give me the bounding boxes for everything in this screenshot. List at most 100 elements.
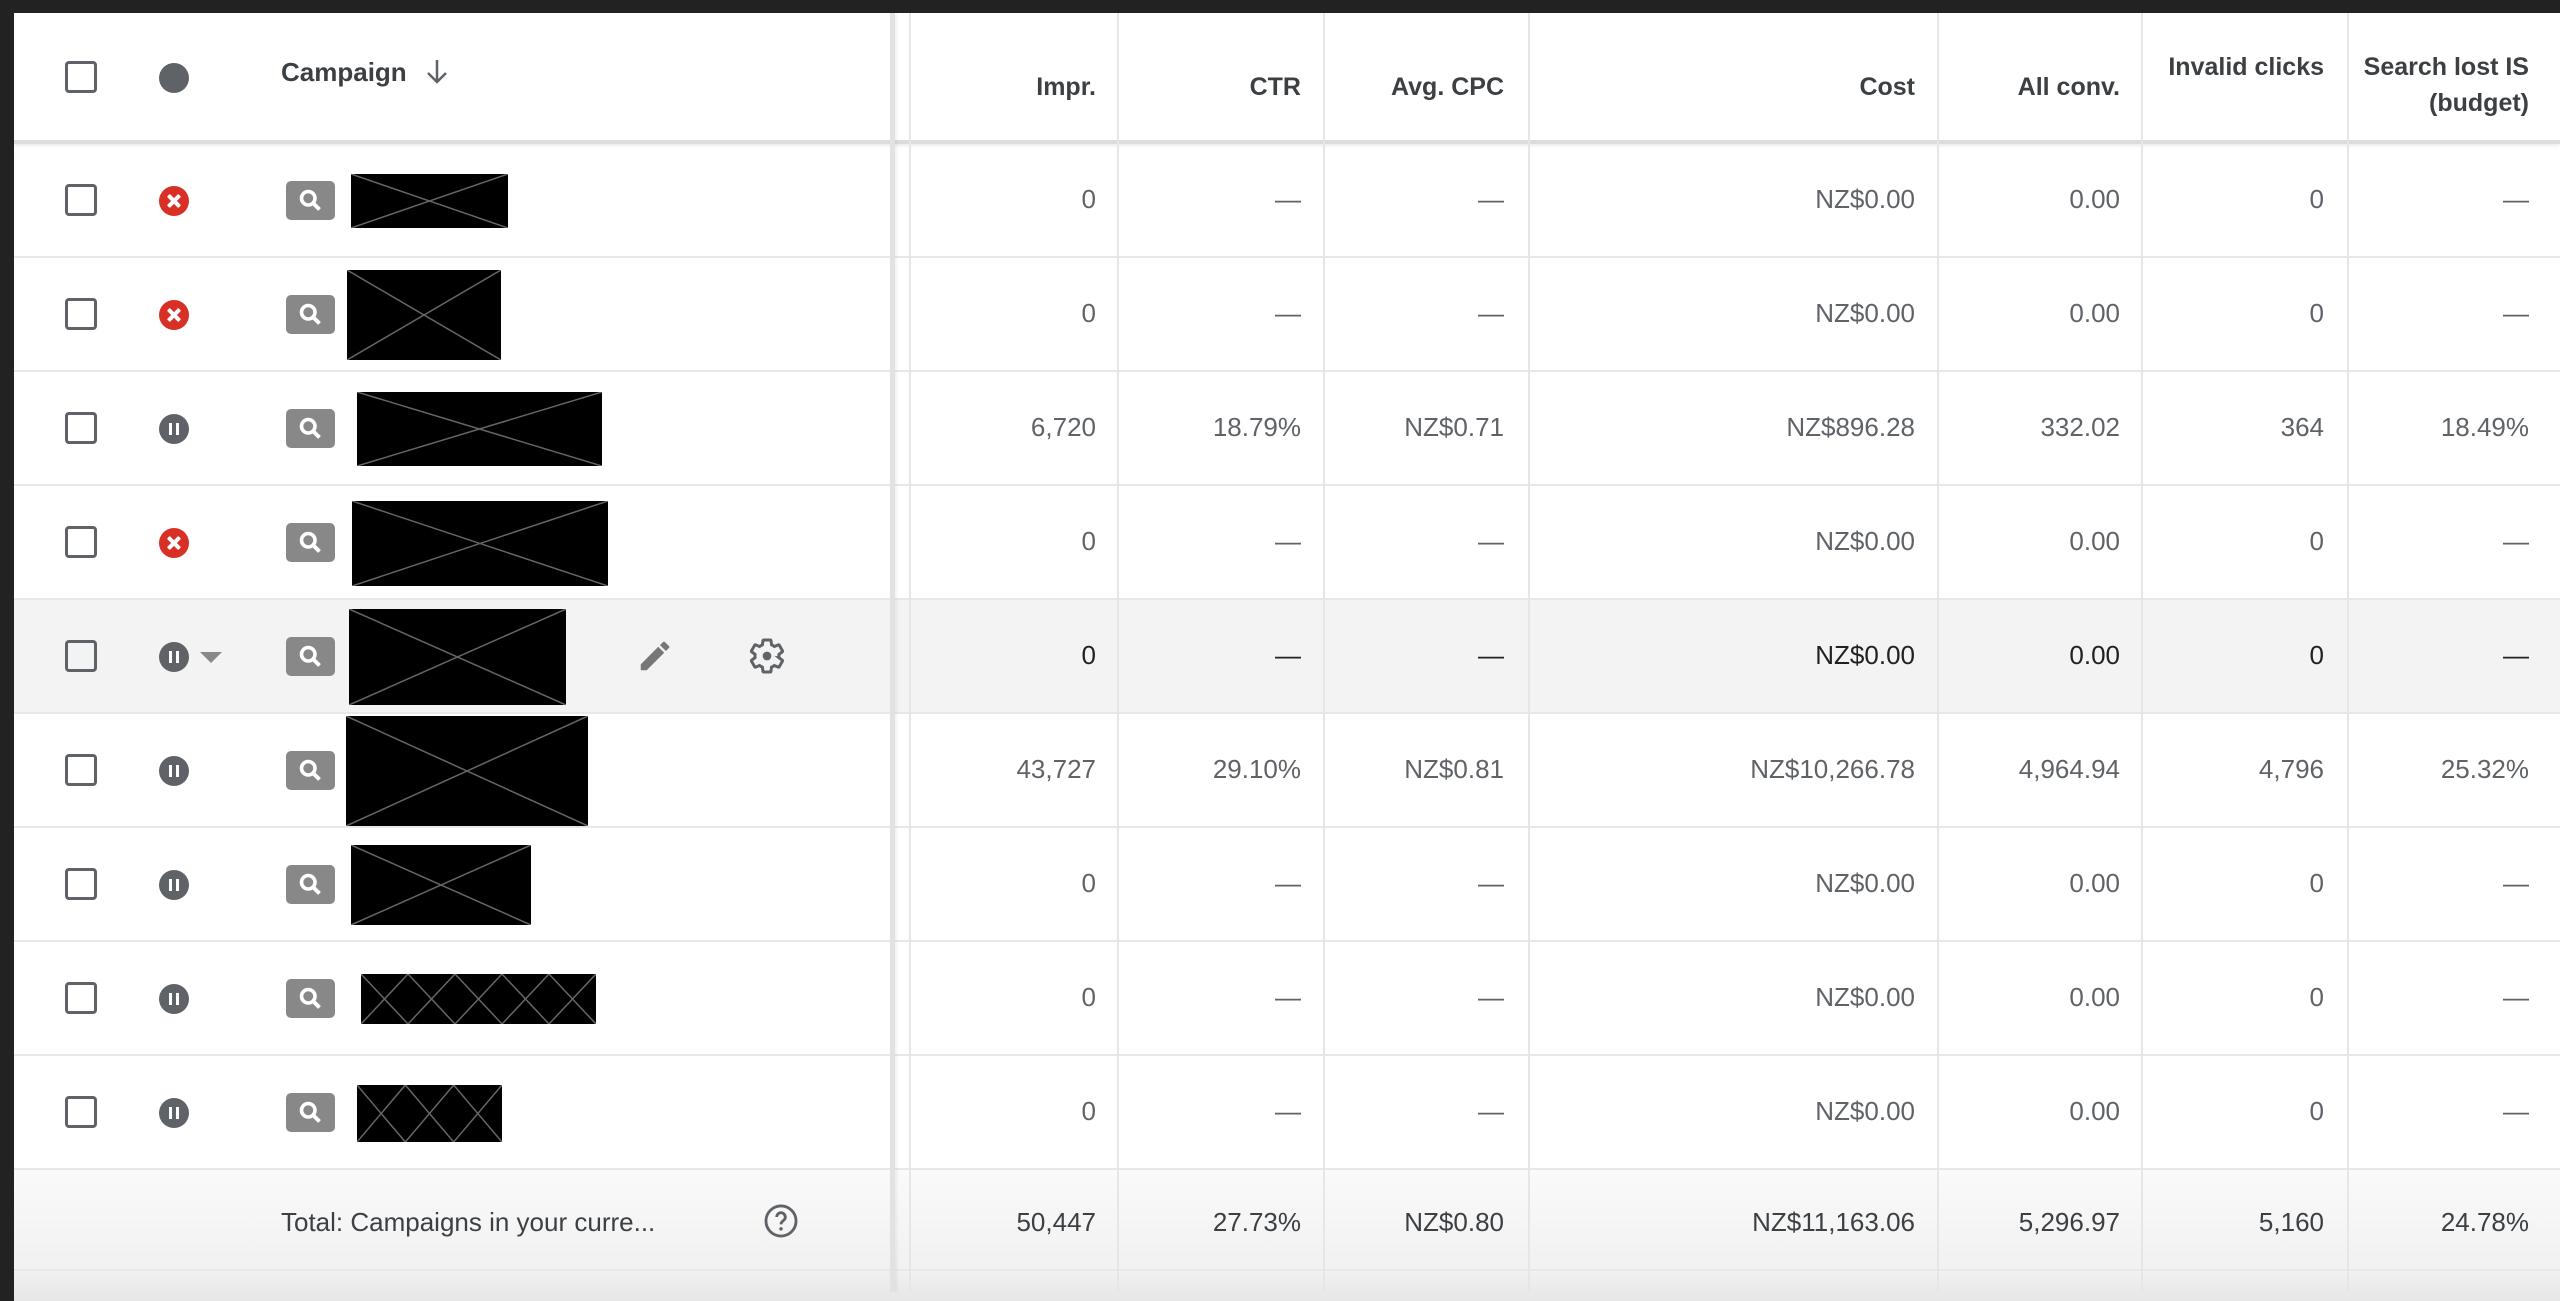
search-campaign-icon xyxy=(286,751,335,790)
row-checkbox[interactable] xyxy=(65,754,97,786)
cell-invalid-clicks: 0 xyxy=(2309,184,2324,214)
column-header-invalid-clicks[interactable]: Invalid clicks xyxy=(2168,53,2324,81)
frozen-column-divider[interactable] xyxy=(890,13,895,1292)
paused-status-icon[interactable] xyxy=(159,1098,189,1128)
status-column-header-icon[interactable] xyxy=(159,63,189,93)
table-row[interactable]: 0 — — NZ$0.00 0.00 0 — xyxy=(14,942,2560,1056)
cell-avg-cpc: NZ$0.80 xyxy=(1404,1207,1504,1237)
column-header-avg-cpc[interactable]: Avg. CPC xyxy=(1391,73,1504,101)
search-campaign-icon xyxy=(286,865,335,904)
edit-pencil-icon[interactable] xyxy=(636,637,674,680)
row-checkbox[interactable] xyxy=(65,184,97,216)
table-row[interactable]: 6,720 18.79% NZ$0.71 NZ$896.28 332.02 364 18.4… xyxy=(14,372,2560,486)
column-divider[interactable] xyxy=(1117,13,1119,1292)
redacted-campaign-name[interactable] xyxy=(348,608,567,710)
cell-search-lost-is-budget: — xyxy=(2503,298,2529,328)
table-row[interactable]: 43,727 29.10% NZ$0.81 NZ$10,266.78 4,964.94 4… xyxy=(14,714,2560,828)
cell-avg-cpc: — xyxy=(1478,298,1504,328)
row-checkbox[interactable] xyxy=(65,868,97,900)
removed-status-icon[interactable] xyxy=(159,528,189,558)
redacted-campaign-name[interactable] xyxy=(360,973,597,1029)
cell-invalid-clicks: 0 xyxy=(2309,1096,2324,1126)
row-checkbox[interactable] xyxy=(65,982,97,1014)
cell-invalid-clicks: 0 xyxy=(2309,298,2324,328)
cell-impr: 0 xyxy=(1081,982,1096,1012)
column-divider[interactable] xyxy=(2141,13,2143,1292)
settings-gear-icon[interactable] xyxy=(747,636,787,681)
row-checkbox[interactable] xyxy=(65,1096,97,1128)
redacted-campaign-name[interactable] xyxy=(356,391,603,471)
column-header-ctr[interactable]: CTR xyxy=(1249,73,1301,101)
cell-search-lost-is-budget: — xyxy=(2503,1096,2529,1126)
search-campaign-icon xyxy=(286,1093,335,1132)
table-row[interactable]: 0 — — NZ$0.00 0.00 0 — xyxy=(14,258,2560,372)
cell-impr: 0 xyxy=(1081,1096,1096,1126)
paused-status-icon[interactable] xyxy=(159,756,189,786)
paused-status-icon[interactable] xyxy=(159,984,189,1014)
cell-invalid-clicks: 0 xyxy=(2309,640,2324,670)
paused-status-icon[interactable] xyxy=(159,642,189,672)
cell-ctr: — xyxy=(1275,298,1301,328)
cell-invalid-clicks: 0 xyxy=(2309,868,2324,898)
cell-impr: 0 xyxy=(1081,526,1096,556)
paused-status-icon[interactable] xyxy=(159,870,189,900)
cell-cost: NZ$896.28 xyxy=(1786,412,1915,442)
cell-ctr: — xyxy=(1275,640,1301,670)
cell-all-conv: 0.00 xyxy=(2069,526,2120,556)
paused-status-icon[interactable] xyxy=(159,414,189,444)
total-row: Total: Campaigns in your curre... 50,447… xyxy=(14,1170,2560,1271)
column-divider[interactable] xyxy=(2347,13,2349,1292)
table-footer-area xyxy=(14,1271,2560,1301)
help-question-icon[interactable] xyxy=(762,1202,800,1245)
column-divider[interactable] xyxy=(1323,13,1325,1292)
redacted-campaign-name[interactable] xyxy=(350,173,509,233)
arrow-down-icon xyxy=(427,60,447,84)
cell-avg-cpc: NZ$0.81 xyxy=(1404,754,1504,784)
column-header-search-lost-is-budget[interactable]: Search lost IS (budget) xyxy=(2363,53,2529,117)
column-divider[interactable] xyxy=(909,13,911,1292)
row-checkbox[interactable] xyxy=(65,298,97,330)
removed-status-icon[interactable] xyxy=(159,186,189,216)
search-campaign-icon xyxy=(286,637,335,676)
redacted-campaign-name[interactable] xyxy=(356,1084,503,1147)
redacted-campaign-name[interactable] xyxy=(345,715,589,831)
column-header-impr[interactable]: Impr. xyxy=(1036,73,1096,101)
campaign-column-header[interactable]: Campaign xyxy=(281,57,450,88)
cell-avg-cpc: — xyxy=(1478,982,1504,1012)
cell-search-lost-is-budget: 18.49% xyxy=(2440,412,2529,442)
redacted-campaign-name[interactable] xyxy=(350,844,532,930)
table-row[interactable]: 0 — — NZ$0.00 0.00 0 — xyxy=(14,486,2560,600)
cell-cost: NZ$0.00 xyxy=(1815,982,1915,1012)
cell-ctr: — xyxy=(1275,526,1301,556)
table-row[interactable]: 0 — — NZ$0.00 0.00 0 — xyxy=(14,1056,2560,1170)
column-divider[interactable] xyxy=(1937,13,1939,1292)
cell-invalid-clicks: 364 xyxy=(2280,412,2324,442)
search-campaign-icon xyxy=(286,409,335,448)
row-checkbox[interactable] xyxy=(65,640,97,672)
cell-all-conv: 0.00 xyxy=(2069,982,2120,1012)
cell-search-lost-is-budget: — xyxy=(2503,526,2529,556)
cell-ctr: 27.73% xyxy=(1212,1207,1301,1237)
cell-invalid-clicks: 0 xyxy=(2309,526,2324,556)
cell-impr: 0 xyxy=(1081,298,1096,328)
cell-invalid-clicks: 5,160 xyxy=(2258,1207,2324,1237)
removed-status-icon[interactable] xyxy=(159,300,189,330)
search-campaign-icon xyxy=(286,523,335,562)
column-header-all-conv[interactable]: All conv. xyxy=(2017,73,2120,101)
table-row[interactable]: 0 — — NZ$0.00 0.00 0 — xyxy=(14,828,2560,942)
row-checkbox[interactable] xyxy=(65,412,97,444)
table-row[interactable]: 0 — — NZ$0.00 0.00 0 — xyxy=(14,600,2560,714)
status-dropdown-icon[interactable] xyxy=(200,652,222,663)
column-header-cost[interactable]: Cost xyxy=(1859,73,1915,101)
column-divider[interactable] xyxy=(1528,13,1530,1292)
cell-impr: 43,727 xyxy=(1016,754,1096,784)
table-row[interactable]: 0 — — NZ$0.00 0.00 0 — xyxy=(14,144,2560,258)
cell-all-conv: 0.00 xyxy=(2069,184,2120,214)
select-all-checkbox[interactable] xyxy=(65,61,97,93)
redacted-campaign-name[interactable] xyxy=(346,269,502,365)
cell-cost: NZ$0.00 xyxy=(1815,1096,1915,1126)
search-campaign-icon xyxy=(286,979,335,1018)
redacted-campaign-name[interactable] xyxy=(351,499,609,591)
campaign-header-label: Campaign xyxy=(281,57,407,87)
row-checkbox[interactable] xyxy=(65,526,97,558)
